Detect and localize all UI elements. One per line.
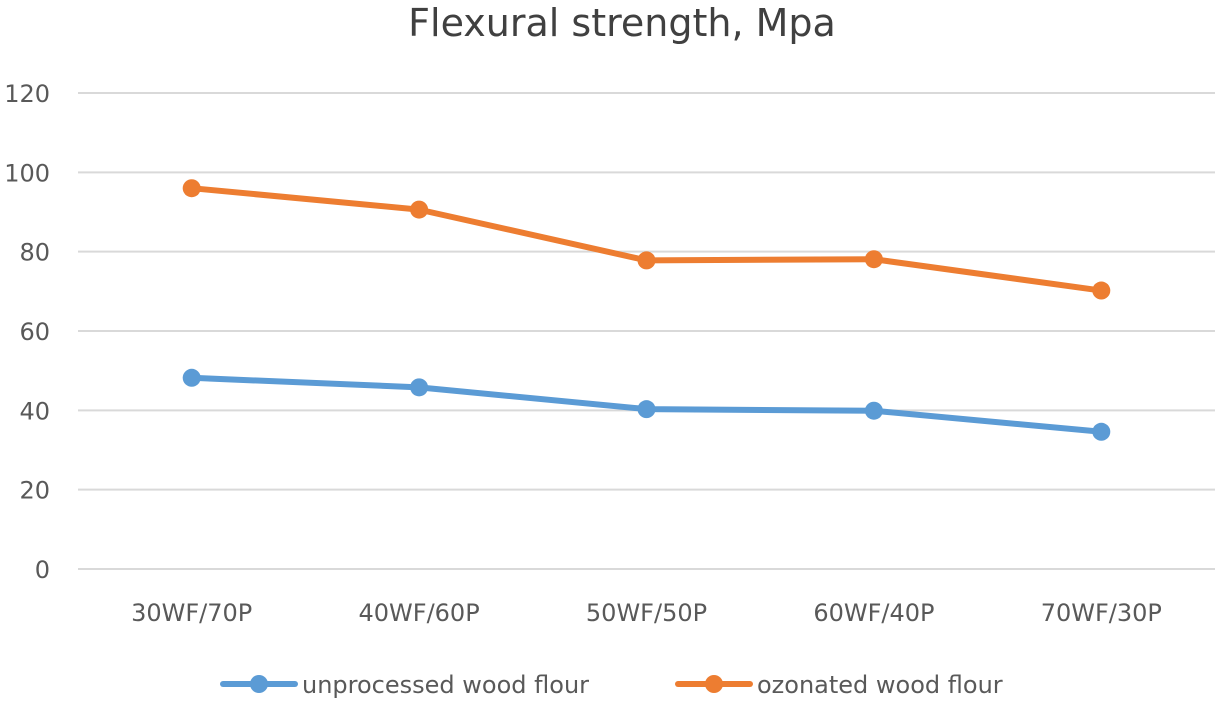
series-group: [182, 179, 1111, 300]
y-axis-tick-labels: 0 20 40 60 80 100 120: [4, 80, 50, 584]
y-tick-label: 120: [4, 80, 50, 108]
legend-label: ozonated wood flour: [757, 671, 1003, 699]
data-point: [637, 251, 656, 270]
y-tick-label: 60: [19, 318, 50, 346]
x-axis-tick-labels: 30WF/70P 40WF/60P 50WF/50P 60WF/40P 70WF/30P: [131, 599, 1162, 627]
data-point: [410, 378, 429, 397]
x-tick-label: 70WF/30P: [1041, 599, 1162, 627]
series-group: [182, 368, 1111, 441]
legend-entry: unprocessed wood flour: [220, 671, 589, 699]
y-tick-label: 40: [19, 397, 50, 425]
chart-title: Flexural strength, Mpa: [408, 1, 836, 45]
series-lines: [182, 179, 1111, 441]
data-point: [637, 400, 656, 419]
y-tick-label: 20: [19, 477, 50, 505]
data-point: [1092, 422, 1111, 441]
legend-label: unprocessed wood flour: [302, 671, 589, 699]
legend: unprocessed wood flour ozonated wood flou…: [220, 671, 1003, 699]
x-tick-label: 50WF/50P: [586, 599, 707, 627]
data-point: [182, 368, 201, 387]
data-point: [182, 179, 201, 198]
y-tick-label: 80: [19, 239, 50, 267]
legend-entry: ozonated wood flour: [675, 671, 1003, 699]
x-tick-label: 60WF/40P: [813, 599, 934, 627]
x-tick-label: 40WF/60P: [359, 599, 480, 627]
legend-marker: [250, 675, 268, 693]
y-tick-label: 0: [35, 556, 50, 584]
series-line: [188, 185, 1105, 294]
data-point: [864, 250, 883, 269]
x-tick-label: 30WF/70P: [131, 599, 252, 627]
data-point: [1092, 281, 1111, 300]
y-tick-label: 100: [4, 159, 50, 187]
data-point: [410, 200, 429, 219]
data-point: [864, 401, 883, 420]
legend-marker: [705, 675, 723, 693]
gridlines: [78, 92, 1215, 570]
